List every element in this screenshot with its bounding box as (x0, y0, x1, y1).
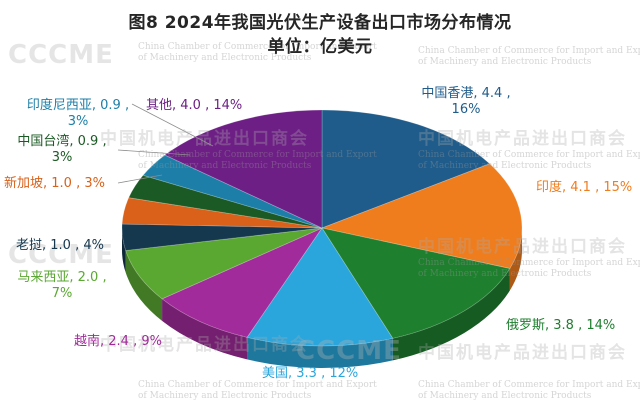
pie-side-3 (247, 337, 393, 368)
data-label-2: 俄罗斯, 3.8 , 14% (506, 318, 616, 333)
watermark-chinese: 中国机电产品进出口商会 (100, 335, 309, 355)
watermark-english: China Chamber of Commerce for Import and… (138, 42, 377, 63)
pie-slice-9 (142, 154, 323, 229)
data-label-9: 印度尼西亚, 0.9 , 3% (26, 98, 130, 129)
pie-side-4 (162, 298, 248, 360)
leader-line-7 (117, 174, 163, 184)
watermark-chinese: 中国机电产品进出口商会 (100, 129, 309, 149)
watermark-english: China Chamber of Commerce for Import and… (418, 258, 640, 279)
data-label-3: 美国, 3.3 , 12% (262, 366, 359, 381)
data-label-1: 印度, 4.1 , 15% (536, 180, 633, 195)
pie-side-1 (509, 228, 522, 291)
watermark-english: China Chamber of Commerce for Import and… (138, 150, 377, 171)
pie-side-5 (125, 250, 163, 321)
pie-slice-10 (164, 109, 323, 229)
pie-slices (121, 109, 523, 347)
chart-unit: 单位：亿美元 (267, 37, 373, 57)
pie-slice-4 (161, 227, 324, 338)
watermark-logo: CCCME (8, 240, 114, 270)
pie-side-2 (392, 268, 510, 361)
data-label-10: 其他, 4.0 , 14% (146, 98, 243, 113)
watermark-chinese: 中国机电产品进出口商会 (418, 237, 627, 257)
pie-slice-6 (121, 223, 323, 251)
pie-slice-7 (121, 197, 323, 229)
pie-slice-3 (246, 227, 394, 347)
watermark-logo: CCCME (8, 40, 114, 70)
pie-slice-8 (128, 174, 323, 229)
pie-slice-0 (321, 109, 491, 229)
pie-slice-2 (321, 227, 511, 339)
chart-title: 图8 2024年我国光伏生产设备出口市场分布情况 (128, 13, 512, 33)
pie-side-6 (122, 228, 126, 273)
leader-line-9 (131, 103, 214, 147)
leader-line-8 (117, 149, 191, 156)
pie-slice-1 (320, 163, 523, 269)
data-label-8: 中国台湾, 0.9 , 3% (17, 134, 107, 165)
watermark-chinese: 中国机电产品进出口商会 (418, 129, 627, 149)
watermark-english: China Chamber of Commerce for Import and… (418, 380, 640, 401)
watermark-english: China Chamber of Commerce for Import and… (418, 150, 640, 171)
data-label-4: 越南, 2.4 , 9% (74, 334, 162, 349)
data-label-0: 中国香港, 4.4 , 16% (421, 86, 511, 117)
pie-side (122, 228, 522, 368)
watermark-chinese: 中国机电产品进出口商会 (418, 343, 627, 363)
watermark-english: China Chamber of Commerce for Import and… (418, 46, 640, 67)
pie-slice-5 (125, 227, 323, 300)
data-label-5: 马来西亚, 2.0 , 7% (17, 270, 107, 301)
watermark-logo: CCCME (296, 336, 402, 366)
data-label-7: 新加坡, 1.0 , 3% (4, 176, 105, 191)
data-label-6: 老挝, 1.0 , 4% (16, 238, 104, 253)
watermark-english: China Chamber of Commerce for Import and… (138, 380, 377, 401)
